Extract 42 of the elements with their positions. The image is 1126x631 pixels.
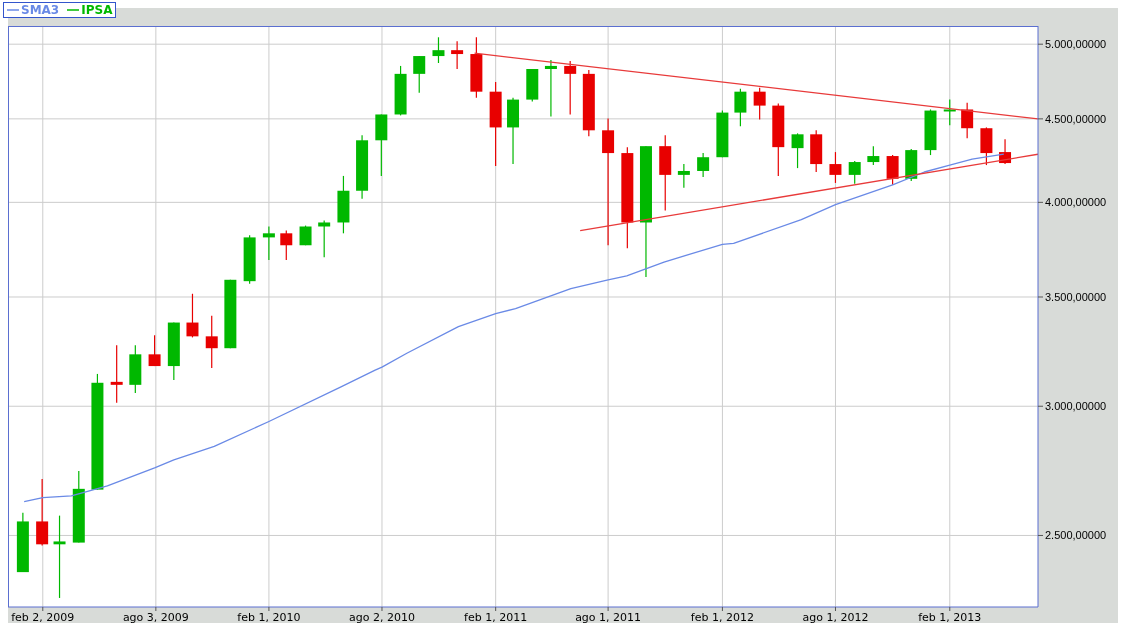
candlestick <box>867 145 880 166</box>
x-tick-label: ago 3, 2009 <box>122 610 189 624</box>
candlestick <box>829 151 842 184</box>
candlestick <box>280 229 293 261</box>
y-tick-label: 2.500,00000 <box>1045 529 1107 542</box>
y-tick-label: 4.000,00000 <box>1045 196 1107 209</box>
candlestick <box>544 59 557 118</box>
y-tick-label: 3.000,00000 <box>1045 400 1107 413</box>
candlestick <box>677 163 690 189</box>
x-tick-label: ago 1, 2012 <box>802 610 869 624</box>
candlestick <box>432 36 445 64</box>
candlestick <box>886 154 899 186</box>
candlestick <box>451 40 464 70</box>
x-tick-label: ago 1, 2011 <box>575 610 642 624</box>
y-tick-label: 3.500,00000 <box>1045 290 1107 303</box>
x-tick-label: feb 1, 2010 <box>237 610 301 624</box>
candlestick <box>53 515 66 599</box>
x-tick-label: feb 1, 2011 <box>464 610 528 624</box>
candlestick <box>791 132 804 169</box>
y-tick-label: 5.000,00000 <box>1045 38 1107 51</box>
candlestick <box>413 55 426 94</box>
candlestick <box>734 88 747 127</box>
candlestick <box>564 60 577 116</box>
candlestick <box>848 160 861 185</box>
candlestick <box>697 152 710 178</box>
x-tick-label: feb 2, 2009 <box>11 610 75 624</box>
x-tick-label: feb 1, 2012 <box>690 610 754 624</box>
legend-label: SMA3 <box>21 3 60 17</box>
candlestick <box>753 87 766 121</box>
candlestick <box>262 225 275 261</box>
candlestick <box>318 219 331 258</box>
x-tick-label: ago 2, 2010 <box>349 610 415 624</box>
legend-label: IPSA <box>81 3 113 17</box>
candlestick <box>148 334 161 367</box>
y-tick-label: 4.500,00000 <box>1045 112 1107 125</box>
candlestick <box>961 102 974 139</box>
candlestick <box>36 478 49 547</box>
candlestick <box>205 315 218 369</box>
candlestick <box>110 344 123 404</box>
candlestick <box>602 117 615 246</box>
candlestick <box>186 293 199 339</box>
x-tick-label: feb 1, 2013 <box>918 610 982 624</box>
